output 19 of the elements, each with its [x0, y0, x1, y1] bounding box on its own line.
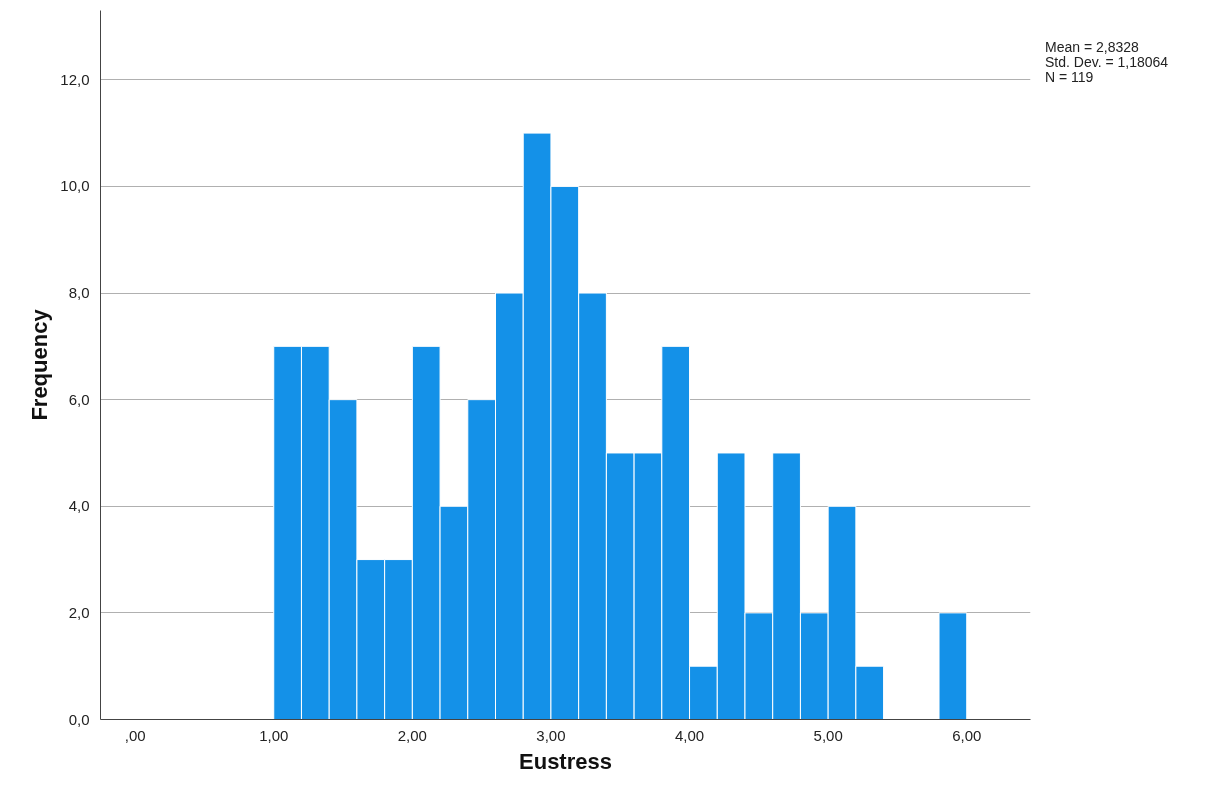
x-tick-label: 5,00: [813, 726, 843, 744]
x-tick-label: 1,00: [259, 726, 289, 744]
x-tick-label: 3,00: [536, 726, 566, 744]
y-tick-label: 4,0: [68, 497, 90, 515]
x-tick-label: ,00: [124, 726, 146, 744]
y-tick-label: 0,0: [68, 710, 90, 728]
x-tick-label: 4,00: [674, 726, 705, 744]
x-tick-label: 2,00: [397, 726, 427, 744]
x-tick-label: 6,00: [952, 726, 982, 744]
text: Std. Dev. = 1,18064: [1045, 54, 1169, 70]
text: Mean = 2,8328: [1045, 39, 1140, 55]
text: N = 119: [1045, 69, 1095, 85]
y-tick-label: 8,0: [68, 284, 90, 302]
y-axis-title: Frequency: [27, 308, 53, 421]
y-tick-label: 2,0: [68, 603, 90, 621]
y-tick-label: 12,0: [60, 70, 90, 88]
x-axis-title: Eustress: [519, 748, 612, 774]
y-tick-label: 10,0: [60, 177, 90, 195]
y-tick-label: 6,0: [68, 390, 90, 408]
